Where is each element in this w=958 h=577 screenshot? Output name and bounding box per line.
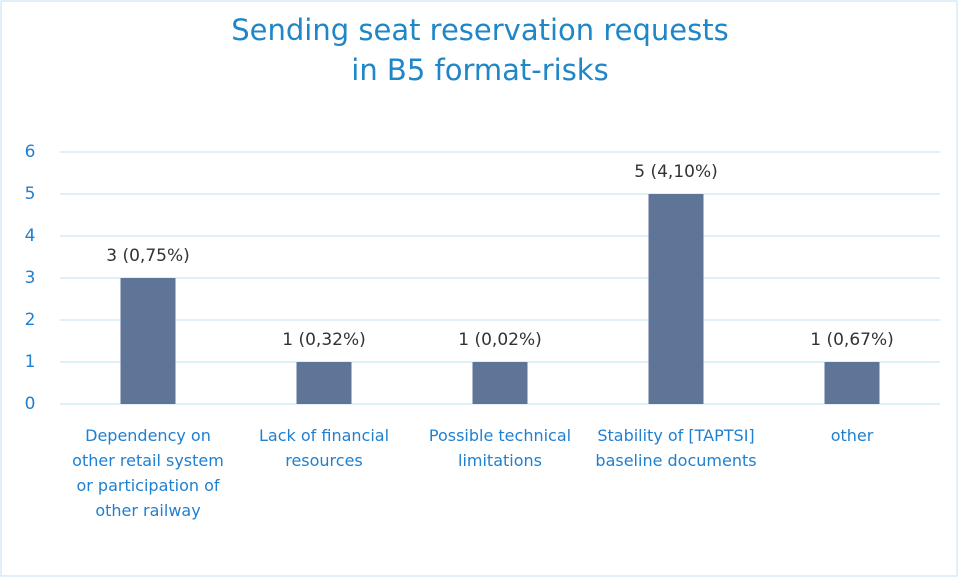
bar [296, 362, 352, 404]
x-tick-label: Lack of financial resources [258, 426, 390, 470]
data-label: 1 (0,32%) [282, 330, 366, 350]
bar [120, 278, 176, 404]
bar [824, 362, 880, 404]
data-label: 1 (0,02%) [458, 330, 542, 350]
y-tick-label: 0 [25, 394, 36, 414]
x-tick-label: Dependency on other retail system or par… [72, 426, 224, 520]
bar [648, 194, 704, 404]
chart-title: Sending seat reservation requests in B5 … [231, 13, 729, 87]
data-label: 3 (0,75%) [106, 246, 190, 266]
x-tick-label: Stability of [TAPTSI] baseline documents [595, 426, 757, 470]
x-tick-label: other [830, 426, 874, 445]
y-tick-label: 3 [25, 268, 36, 288]
y-tick-label: 5 [25, 184, 36, 204]
y-tick-label: 1 [25, 352, 36, 372]
y-tick-label: 2 [25, 310, 36, 330]
bar [472, 362, 528, 404]
data-label: 1 (0,67%) [810, 330, 894, 350]
data-label: 5 (4,10%) [634, 162, 718, 182]
x-tick-label: Possible technical limitations [428, 426, 572, 470]
y-tick-label: 6 [25, 142, 36, 162]
y-tick-label: 4 [25, 226, 36, 246]
